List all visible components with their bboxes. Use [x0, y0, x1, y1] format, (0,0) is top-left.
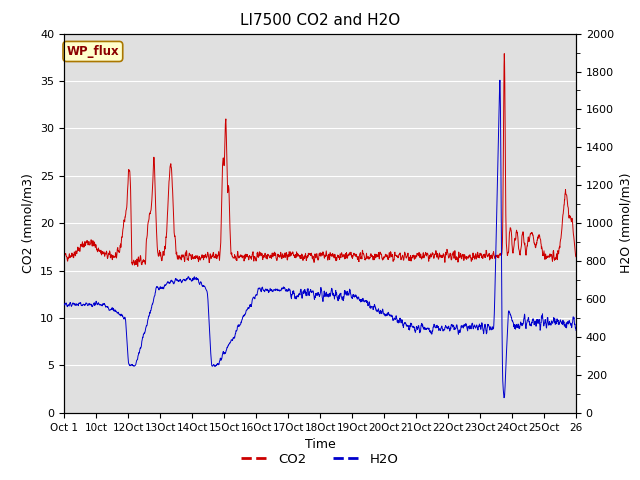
Y-axis label: H2O (mmol/m3): H2O (mmol/m3) — [620, 173, 632, 274]
Y-axis label: CO2 (mmol/m3): CO2 (mmol/m3) — [22, 173, 35, 273]
X-axis label: Time: Time — [305, 438, 335, 451]
Legend: CO2, H2O: CO2, H2O — [236, 447, 404, 471]
Text: WP_flux: WP_flux — [67, 45, 119, 58]
Title: LI7500 CO2 and H2O: LI7500 CO2 and H2O — [240, 13, 400, 28]
